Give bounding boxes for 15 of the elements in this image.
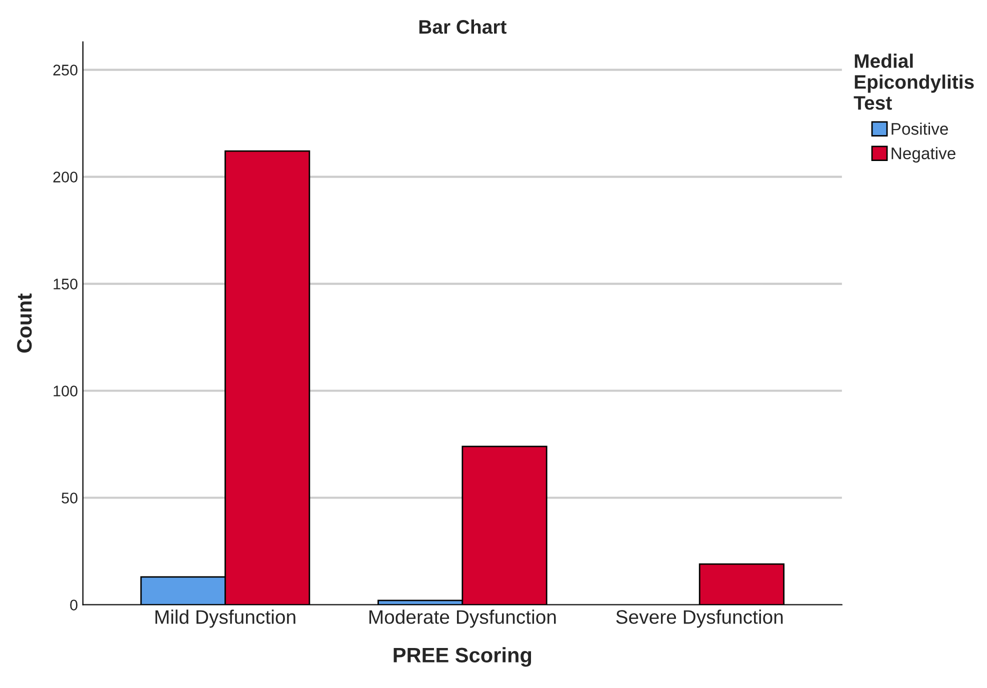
y-tick-label: 150 (54, 278, 78, 290)
y-tick-label: 0 (70, 600, 78, 610)
x-tick-label: Mild Dysfunction (156, 610, 296, 628)
y-tick-label: 200 (53, 172, 78, 182)
legend-label: Positive (892, 122, 948, 135)
y-tick-label: 50 (62, 492, 78, 504)
chart-title: Bar Chart (419, 20, 506, 34)
y-tick-label: 100 (54, 386, 78, 396)
x-tick-label: Severe Dysfunction (616, 610, 783, 628)
legend-title: Medial Epicondylitis Test (854, 54, 974, 110)
y-axis-title: Count (17, 294, 32, 353)
x-tick-label: Moderate Dysfunction (369, 610, 556, 628)
x-axis-title: PREE Scoring (394, 647, 532, 667)
legend-label: Negative (892, 147, 956, 163)
y-tick-label: 250 (53, 64, 78, 76)
